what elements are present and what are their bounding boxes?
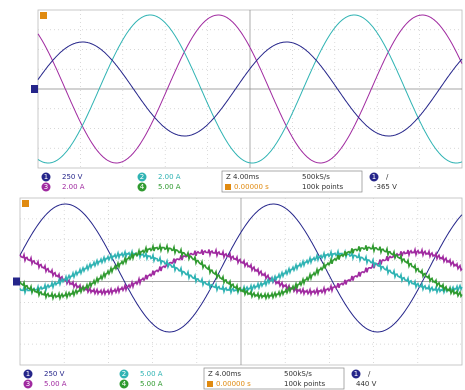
channel-number: 1 bbox=[26, 370, 30, 378]
channel-scale: 250 V bbox=[62, 173, 83, 181]
trigger-level: 440 V bbox=[356, 380, 377, 388]
channel-scale: 5.00 A bbox=[158, 183, 181, 191]
channel-number: 2 bbox=[140, 173, 144, 181]
trigger-channel: 1 bbox=[354, 370, 358, 378]
channel-number: 1 bbox=[44, 173, 48, 181]
channel-scale: 250 V bbox=[44, 370, 65, 378]
record-length: 100k points bbox=[302, 183, 343, 191]
sample-rate: 500kS/s bbox=[302, 173, 330, 181]
trigger-time: 0.00000 s bbox=[216, 380, 251, 388]
trigger-icon bbox=[207, 381, 213, 387]
channel-number: 2 bbox=[122, 370, 126, 378]
timebase: Z 4.00ms bbox=[226, 173, 259, 181]
trigger-slope: / bbox=[386, 173, 389, 181]
ground-marker bbox=[31, 85, 38, 93]
trigger-marker bbox=[22, 200, 29, 207]
channel-number: 3 bbox=[26, 380, 30, 388]
ground-marker bbox=[13, 278, 20, 286]
trigger-icon bbox=[225, 184, 231, 190]
channel-scale: 2.00 A bbox=[62, 183, 85, 191]
trigger-marker bbox=[40, 12, 47, 19]
channel-number: 4 bbox=[140, 183, 145, 191]
channel-number: 4 bbox=[122, 380, 127, 388]
trigger-time: 0.00000 s bbox=[234, 183, 269, 191]
channel-scale: 5.00 A bbox=[140, 370, 163, 378]
channel-scale: 2.00 A bbox=[158, 173, 181, 181]
trigger-channel: 1 bbox=[372, 173, 376, 181]
record-length: 100k points bbox=[284, 380, 325, 388]
trigger-level: -365 V bbox=[374, 183, 397, 191]
channel-number: 3 bbox=[44, 183, 48, 191]
timebase: Z 4.00ms bbox=[208, 370, 241, 378]
oscilloscope-screenshot: 1 250 V 2 2.00 A 3 2.00 A 4 5.00 A Z 4.00ms 0.000… bbox=[0, 0, 465, 390]
channel-scale: 5.00 A bbox=[140, 380, 163, 388]
channel-scale: 5.00 A bbox=[44, 380, 67, 388]
sample-rate: 500kS/s bbox=[284, 370, 312, 378]
trigger-slope: / bbox=[368, 370, 371, 378]
